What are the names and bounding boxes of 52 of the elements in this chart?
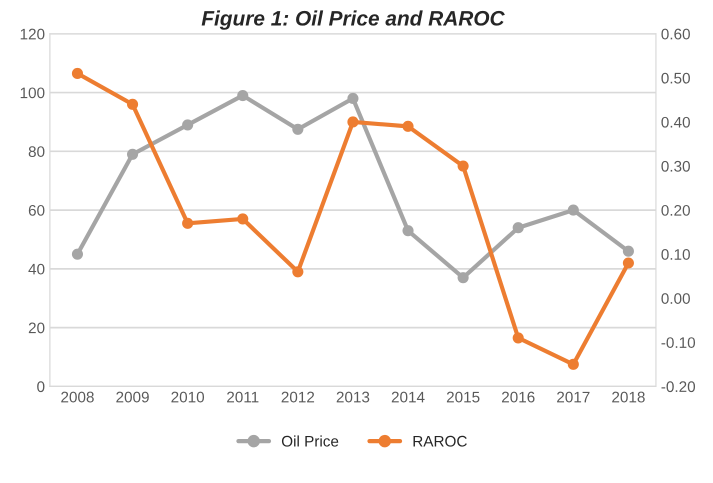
point <box>568 358 579 370</box>
y2-tick-label: -0.10 <box>662 337 696 348</box>
y2-tick-label: 0.20 <box>661 204 690 216</box>
point <box>622 246 634 257</box>
point <box>402 225 414 236</box>
x-tick-label: 2018 <box>612 392 645 402</box>
point <box>72 68 84 80</box>
y2-tick-label: 0.30 <box>661 160 690 172</box>
y-tick-label: 120 <box>20 28 44 40</box>
y-tick-label: 0 <box>37 381 44 392</box>
point <box>127 148 138 160</box>
y-tick-label: 100 <box>20 87 44 98</box>
point <box>347 116 358 128</box>
x-tick-label: 2017 <box>557 392 590 402</box>
point <box>347 92 358 104</box>
point <box>622 257 634 269</box>
point <box>72 248 84 260</box>
legend-label: RAROC <box>414 436 467 447</box>
x-tick-label: 2008 <box>61 392 94 402</box>
legend-label: Oil Price <box>282 435 338 447</box>
chart-title: Figure 1: Oil Price and RAROC <box>202 10 505 30</box>
point <box>127 98 138 110</box>
point <box>292 266 304 278</box>
point <box>182 119 194 130</box>
x-tick-label: 2009 <box>116 392 149 402</box>
y-tick-label: 80 <box>28 146 44 158</box>
point <box>182 218 194 229</box>
x-tick-label: 2013 <box>336 392 370 402</box>
x-tick-label: 2012 <box>282 392 314 402</box>
point <box>512 332 524 344</box>
x-tick-label: 2015 <box>446 392 480 402</box>
x-tick-label: 2011 <box>227 392 258 402</box>
point <box>237 90 248 102</box>
y2-tick-label: 0.10 <box>661 249 690 260</box>
y-tick-label: 40 <box>28 264 44 275</box>
point <box>458 160 469 172</box>
x-tick-label: 2010 <box>171 392 204 402</box>
y2-tick-label: -0.20 <box>662 381 696 392</box>
y2-tick-label: 0.00 <box>661 293 690 304</box>
point <box>568 204 579 216</box>
point <box>292 124 304 135</box>
y2-tick-label: 0.40 <box>661 116 690 128</box>
point <box>237 213 248 224</box>
x-tick-label: 2016 <box>502 392 535 402</box>
point <box>402 120 414 132</box>
point <box>512 222 524 234</box>
y2-tick-label: 0.60 <box>661 28 690 40</box>
y2-tick-label: 0.50 <box>661 72 690 84</box>
y-tick-label: 60 <box>28 204 44 216</box>
y-tick-label: 20 <box>28 322 44 334</box>
point <box>458 272 469 284</box>
x-tick-label: 2014 <box>392 392 425 402</box>
